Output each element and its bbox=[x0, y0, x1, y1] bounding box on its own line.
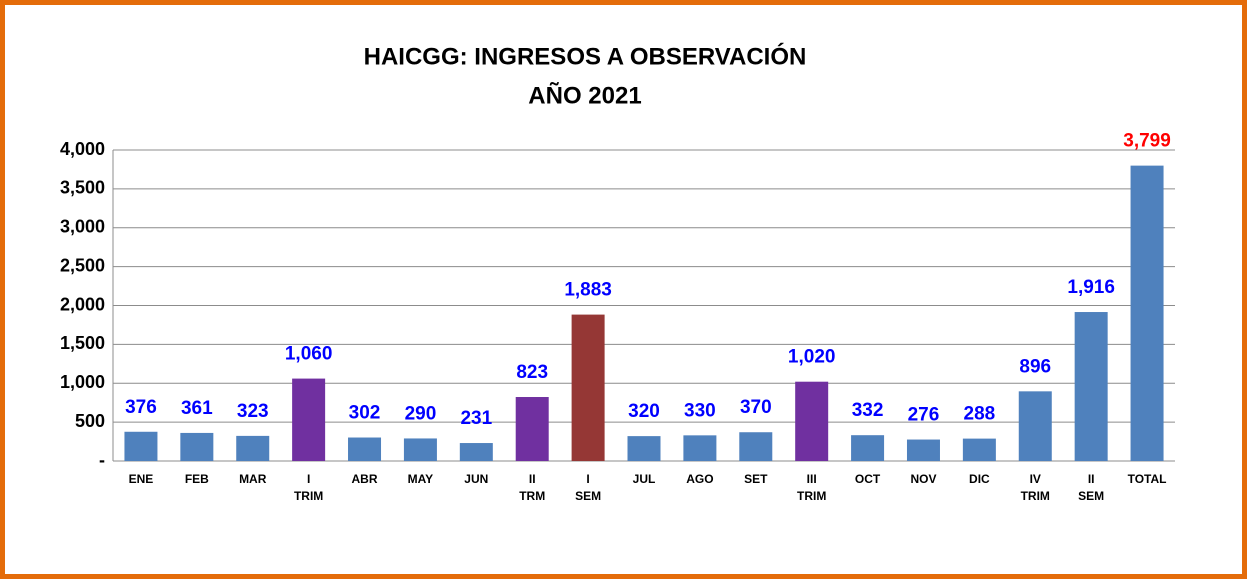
value-label: 1,883 bbox=[564, 280, 612, 301]
bar bbox=[683, 435, 717, 461]
value-label: 323 bbox=[237, 401, 269, 422]
y-tick-label: 4,000 bbox=[60, 139, 105, 159]
bar bbox=[739, 432, 773, 461]
value-label: 823 bbox=[516, 362, 548, 383]
bar bbox=[236, 435, 270, 461]
bar bbox=[571, 314, 605, 461]
value-label: 361 bbox=[181, 398, 213, 419]
value-label: 1,060 bbox=[285, 344, 333, 365]
y-tick-label: 3,000 bbox=[60, 217, 105, 237]
value-label: 1,916 bbox=[1067, 277, 1115, 298]
x-tick-label: ABR bbox=[352, 472, 378, 486]
bar bbox=[515, 397, 549, 461]
chart-title: HAICGG: INGRESOS A OBSERVACIÓN bbox=[364, 42, 807, 70]
x-tick-label: FEB bbox=[185, 472, 209, 486]
bar bbox=[627, 436, 661, 461]
x-tick-label: JUN bbox=[464, 472, 488, 486]
x-tick-label: I SEM bbox=[575, 472, 601, 503]
value-label: 231 bbox=[460, 408, 492, 429]
bar bbox=[962, 438, 996, 461]
bar bbox=[1074, 312, 1108, 461]
x-tick-label: II SEM bbox=[1078, 472, 1104, 503]
x-tick-label: DIC bbox=[969, 472, 990, 486]
bar bbox=[851, 435, 885, 461]
x-tick-label: JUL bbox=[633, 472, 656, 486]
x-tick-label: III TRIM bbox=[797, 472, 826, 503]
bar bbox=[292, 378, 326, 461]
y-tick-label: - bbox=[99, 450, 105, 470]
value-label: 376 bbox=[125, 397, 157, 418]
y-tick-label: 1,000 bbox=[60, 372, 105, 392]
y-tick-label: 500 bbox=[75, 411, 105, 431]
x-tick-label: TOTAL bbox=[1128, 472, 1167, 486]
value-label: 320 bbox=[628, 401, 660, 422]
x-tick-label: NOV bbox=[910, 472, 936, 486]
value-label: 290 bbox=[405, 403, 437, 424]
x-tick-label: AGO bbox=[686, 472, 713, 486]
x-tick-label: OCT bbox=[855, 472, 881, 486]
bar bbox=[795, 381, 829, 461]
bar bbox=[124, 431, 158, 461]
x-tick-label: MAR bbox=[239, 472, 267, 486]
x-tick-label: I TRIM bbox=[294, 472, 323, 503]
value-label: 276 bbox=[908, 405, 940, 426]
y-tick-label: 1,500 bbox=[60, 333, 105, 353]
bar bbox=[1018, 391, 1052, 461]
bar bbox=[180, 432, 214, 461]
value-label: 330 bbox=[684, 400, 716, 421]
bar bbox=[459, 443, 493, 461]
x-tick-label: IV TRIM bbox=[1021, 472, 1050, 503]
value-label: 288 bbox=[964, 404, 996, 425]
value-label: 896 bbox=[1019, 356, 1051, 377]
x-tick-label: ENE bbox=[129, 472, 154, 486]
bar bbox=[403, 438, 437, 461]
bar bbox=[348, 437, 382, 461]
y-tick-label: 2,500 bbox=[60, 255, 105, 275]
value-label: 332 bbox=[852, 400, 884, 421]
y-tick-label: 3,500 bbox=[60, 178, 105, 198]
x-tick-label: MAY bbox=[408, 472, 434, 486]
value-label: 370 bbox=[740, 397, 772, 418]
bar bbox=[1130, 165, 1164, 461]
x-tick-label: II TRM bbox=[519, 472, 545, 503]
chart-subtitle: AÑO 2021 bbox=[528, 81, 641, 109]
value-label: 1,020 bbox=[788, 347, 836, 368]
value-label: 3,799 bbox=[1123, 131, 1171, 152]
x-tick-label: SET bbox=[744, 472, 768, 486]
y-tick-label: 2,000 bbox=[60, 294, 105, 314]
bar bbox=[906, 439, 940, 461]
value-label: 302 bbox=[349, 403, 381, 424]
